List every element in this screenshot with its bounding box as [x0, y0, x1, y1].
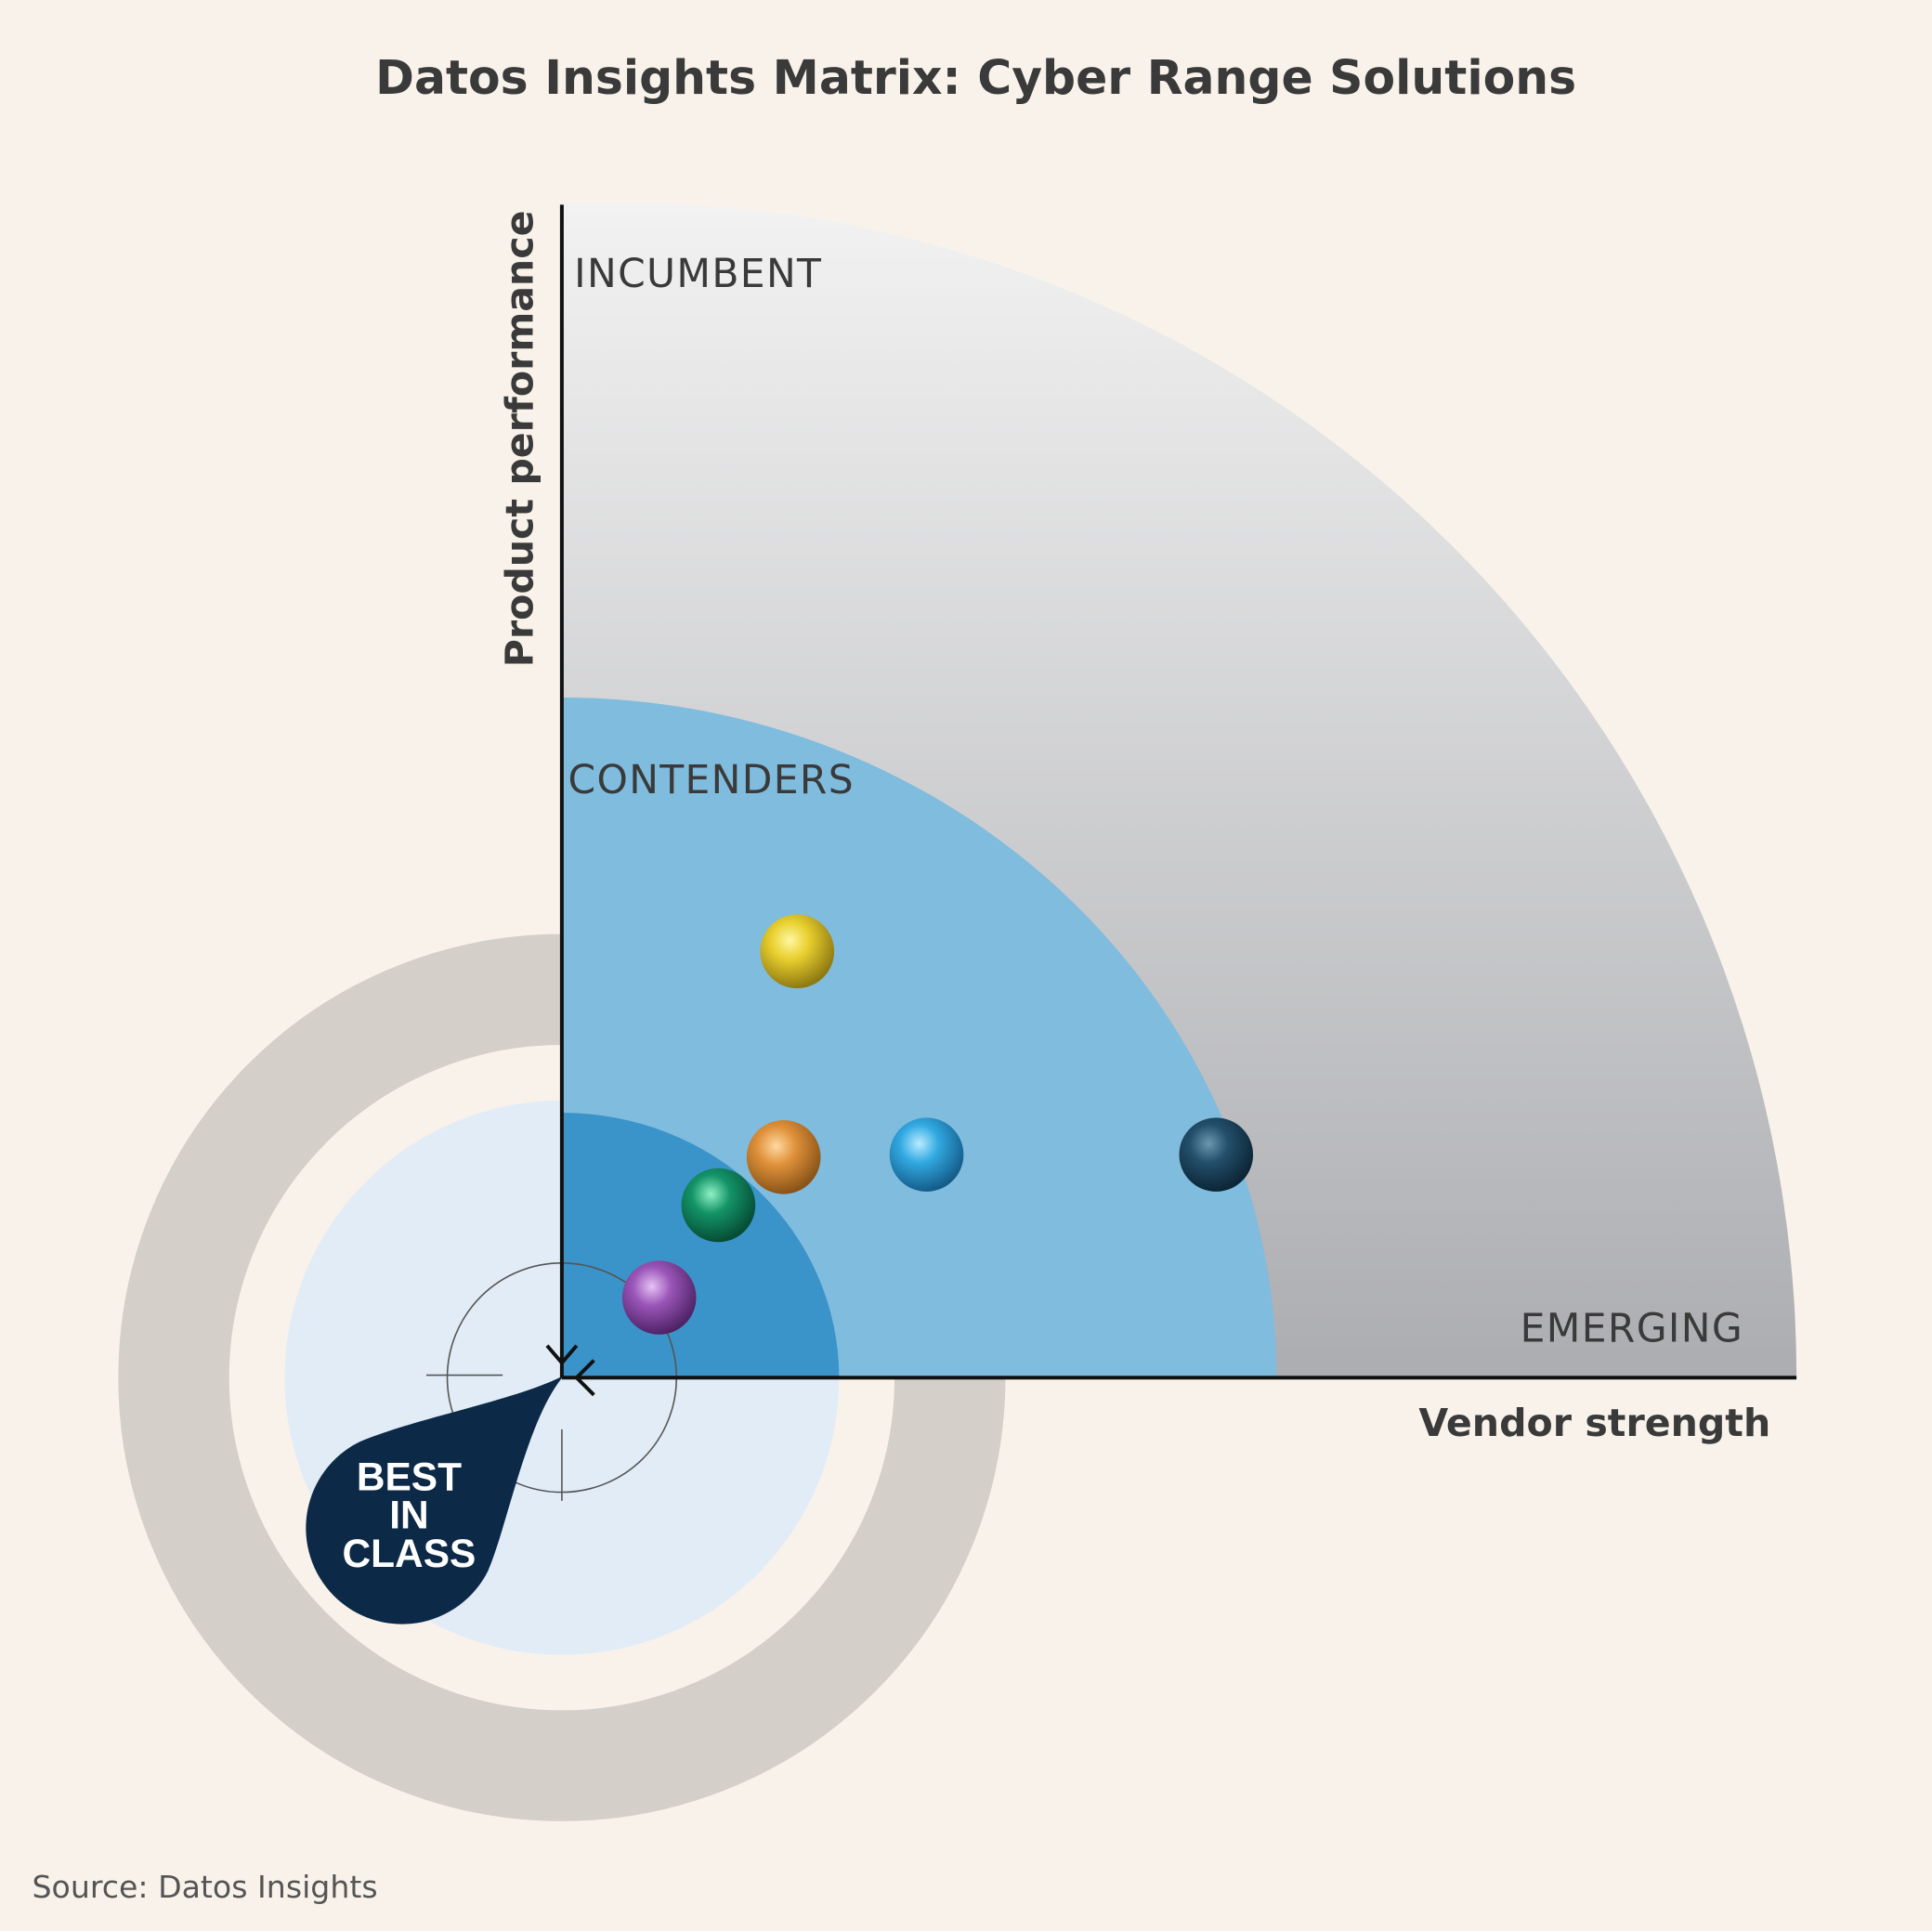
vendor-dot	[746, 1119, 821, 1194]
vendor-dot	[681, 1168, 756, 1243]
zone-label: INCUMBENT	[574, 252, 822, 297]
badge-line: BEST	[357, 1455, 462, 1499]
source: Source: Datos Insights	[32, 1869, 377, 1905]
vendor-dot	[621, 1260, 697, 1335]
zone-label: EMERGING	[1521, 1306, 1743, 1351]
axes	[545, 204, 1797, 1397]
badge-shape	[306, 1375, 565, 1624]
badge-line: IN	[389, 1494, 428, 1537]
title: Datos Insights Matrix: Cyber Range Solut…	[375, 50, 1576, 105]
y-axis-label: Product performance	[497, 211, 542, 668]
vendors	[621, 914, 1254, 1335]
badge-line: CLASS	[342, 1532, 476, 1575]
zone-label: CONTENDERS	[568, 758, 855, 803]
vendor-dot	[1179, 1117, 1254, 1192]
x-axis-label: Vendor strength	[1418, 1401, 1770, 1445]
vendor-dot	[889, 1117, 964, 1192]
vendor-dot	[760, 914, 835, 989]
